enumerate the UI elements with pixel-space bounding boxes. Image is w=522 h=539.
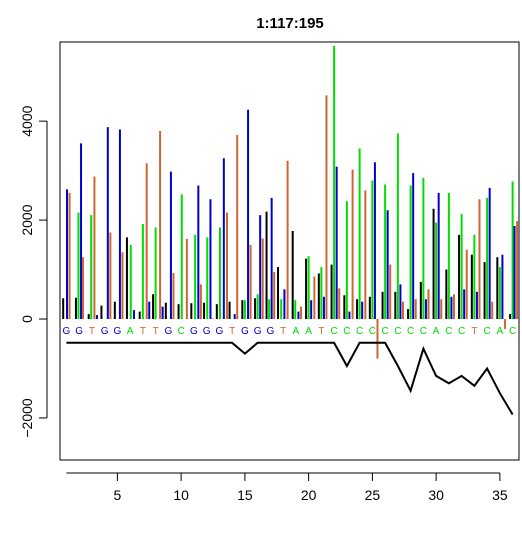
base-call-label: A: [305, 326, 312, 337]
x-tick-label: 5: [113, 487, 121, 503]
base-call-label: G: [113, 326, 121, 337]
base-call-label: C: [458, 326, 465, 337]
base-call-label: G: [164, 326, 172, 337]
quality-line: [66, 341, 514, 416]
y-tick-label: 0: [19, 315, 35, 323]
base-call-label: C: [331, 326, 338, 337]
base-call-label: T: [153, 326, 159, 337]
base-call-label: C: [356, 326, 363, 337]
base-call-label: C: [394, 326, 401, 337]
base-call-label: T: [229, 326, 235, 337]
base-call-label: T: [318, 326, 324, 337]
base-call-label: C: [509, 326, 516, 337]
x-tick-label: 25: [365, 487, 381, 503]
base-call-label: C: [382, 326, 389, 337]
plot-frame: [59, 41, 520, 461]
base-call-label: C: [343, 326, 350, 337]
base-call-label: A: [497, 326, 504, 337]
base-call-label: C: [407, 326, 414, 337]
x-tick-label: 35: [492, 487, 508, 503]
base-call-label: G: [215, 326, 223, 337]
x-tick-label: 20: [301, 487, 317, 503]
base-call-label: T: [89, 326, 95, 337]
base-call-label: C: [420, 326, 427, 337]
base-call-label: C: [178, 326, 185, 337]
base-call-label: G: [101, 326, 109, 337]
base-call-label: C: [369, 326, 376, 337]
y-tick-label: −2000: [19, 398, 35, 438]
base-call-label: G: [203, 326, 211, 337]
base-call-label: T: [280, 326, 286, 337]
base-call-label: A: [433, 326, 440, 337]
peak-bars: [62, 45, 519, 359]
y-tick-label: 2000: [19, 204, 35, 235]
base-call-label: G: [75, 326, 83, 337]
x-tick-label: 10: [173, 487, 189, 503]
x-tick-label: 30: [428, 487, 444, 503]
base-call-label: G: [190, 326, 198, 337]
base-call-label: C: [445, 326, 452, 337]
y-tick-label: 4000: [19, 105, 35, 136]
quality-line-path: [66, 341, 514, 416]
x-axis: 5 10 15 20 25 30 35: [66, 472, 508, 503]
y-axis: −2000 0 2000 4000: [19, 105, 48, 438]
base-call-label: T: [471, 326, 477, 337]
base-call-label: A: [127, 326, 134, 337]
chart-title: 1:117:195: [256, 15, 324, 32]
base-call-label: T: [140, 326, 146, 337]
base-call-label: G: [241, 326, 249, 337]
base-call-label: G: [62, 326, 70, 337]
base-call-label: C: [484, 326, 491, 337]
base-call-label: G: [254, 326, 262, 337]
base-call-label: G: [266, 326, 274, 337]
base-call-label: A: [293, 326, 300, 337]
x-tick-label: 15: [237, 487, 253, 503]
